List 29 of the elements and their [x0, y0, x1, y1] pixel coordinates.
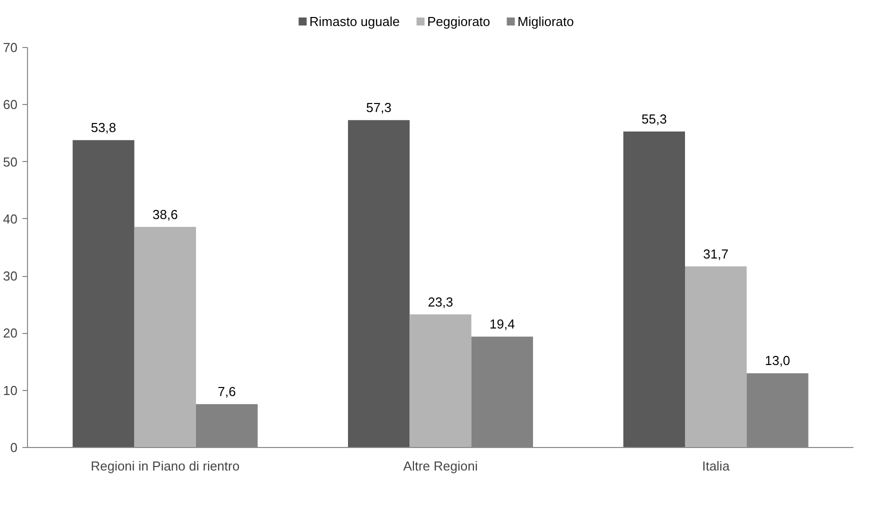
bar [72, 140, 134, 448]
y-tick-label: 50 [3, 154, 18, 170]
data-label: 55,3 [642, 112, 667, 126]
bar [410, 314, 472, 448]
bar [684, 266, 747, 448]
x-tick-label: Regioni in Piano di rientro [90, 458, 240, 474]
y-tick-label: 60 [3, 97, 18, 112]
data-label: 7,6 [218, 384, 236, 400]
data-label: 23,3 [428, 294, 454, 310]
y-tick-label: 70 [3, 40, 18, 55]
x-tick-label: Italia [702, 458, 730, 474]
y-tick-label: 20 [3, 326, 18, 341]
x-tick-label: Altre Regioni [403, 458, 478, 474]
bar [348, 120, 410, 448]
legend-label: Peggiorato [427, 14, 490, 29]
y-tick-label: 0 [10, 440, 18, 455]
bar [623, 132, 685, 448]
legend-label: Migliorato [518, 14, 574, 29]
data-label: 57,3 [366, 100, 392, 116]
bar [134, 226, 196, 448]
data-label: 53,8 [90, 120, 116, 136]
data-label: 13,0 [764, 353, 790, 368]
y-tick-label: 30 [3, 268, 18, 284]
y-tick-label: 10 [3, 382, 18, 398]
data-label: 31,7 [703, 246, 728, 262]
data-label: 38,6 [152, 206, 178, 222]
data-label: 19,4 [490, 316, 515, 332]
legend-label: Rimasto uguale [309, 14, 400, 29]
y-tick-label: 40 [3, 211, 18, 226]
